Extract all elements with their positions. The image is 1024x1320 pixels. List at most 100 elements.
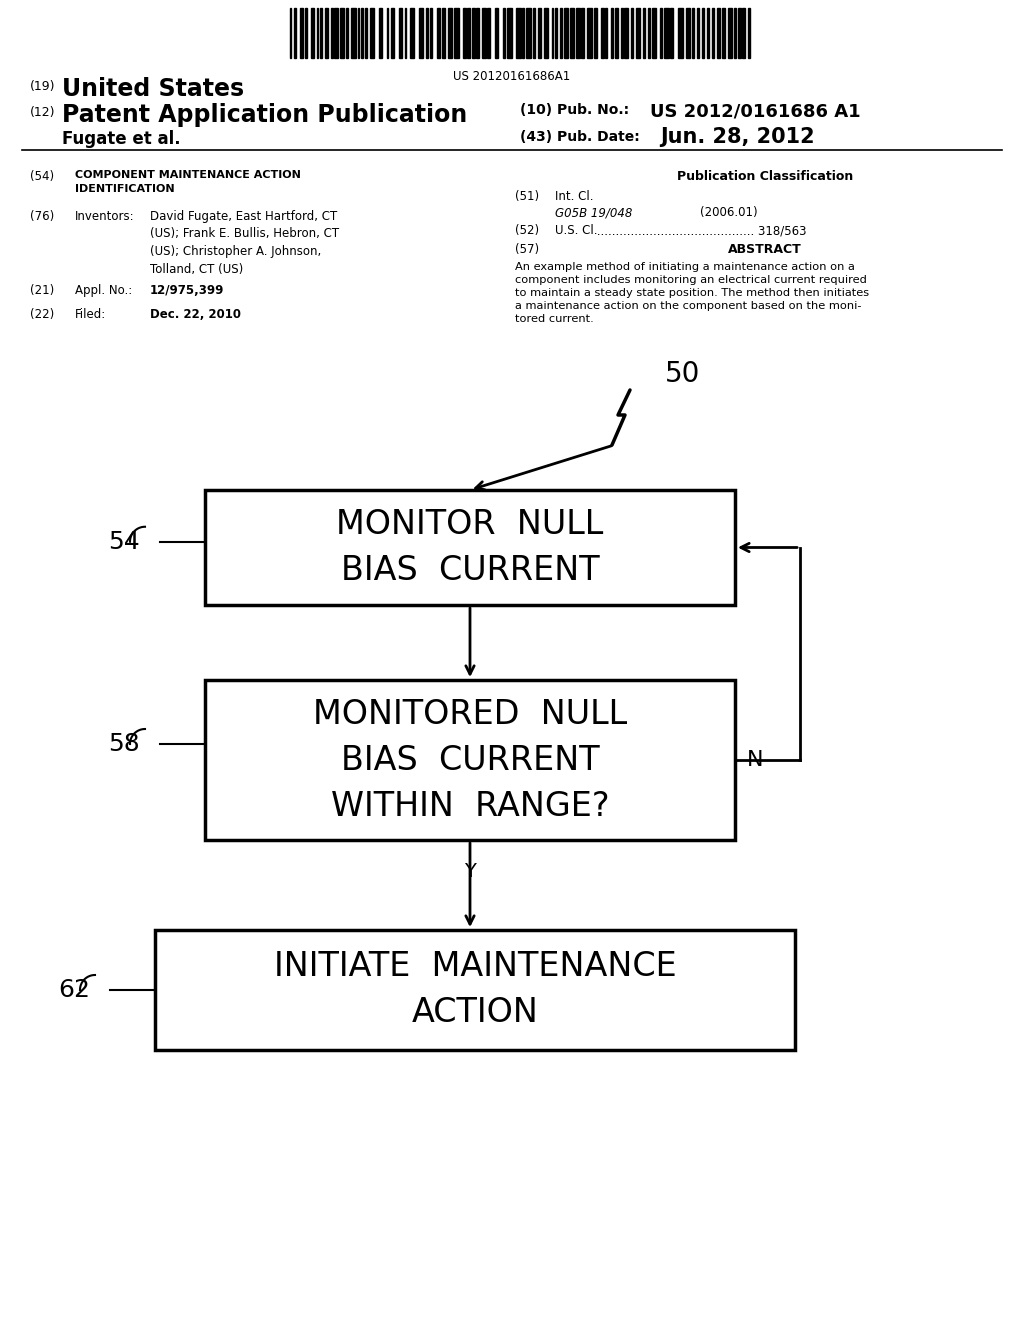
- Bar: [648, 8, 650, 58]
- Text: N: N: [746, 750, 764, 770]
- Bar: [467, 8, 470, 58]
- Bar: [678, 8, 683, 58]
- Bar: [205, 490, 735, 605]
- Bar: [707, 8, 709, 58]
- Bar: [370, 8, 374, 58]
- Bar: [748, 8, 750, 58]
- Bar: [366, 8, 367, 58]
- Bar: [534, 8, 535, 58]
- Bar: [587, 8, 592, 58]
- Text: tored current.: tored current.: [515, 314, 594, 323]
- Text: (57): (57): [515, 243, 539, 256]
- Text: Appl. No.:: Appl. No.:: [75, 284, 132, 297]
- Bar: [361, 8, 364, 58]
- Bar: [516, 8, 521, 58]
- Bar: [155, 931, 795, 1049]
- Bar: [317, 8, 318, 58]
- Text: MONITOR  NULL
BIAS  CURRENT: MONITOR NULL BIAS CURRENT: [336, 508, 603, 587]
- Bar: [728, 8, 732, 58]
- Text: US 2012/0161686 A1: US 2012/0161686 A1: [650, 103, 860, 121]
- Bar: [660, 8, 662, 58]
- Bar: [560, 8, 562, 58]
- Text: Publication Classification: Publication Classification: [677, 170, 853, 183]
- Text: (10) Pub. No.:: (10) Pub. No.:: [520, 103, 629, 117]
- Text: component includes monitoring an electrical current required: component includes monitoring an electri…: [515, 275, 867, 285]
- Bar: [552, 8, 553, 58]
- Text: a maintenance action on the component based on the moni-: a maintenance action on the component ba…: [515, 301, 861, 312]
- Bar: [555, 8, 557, 58]
- Bar: [305, 8, 307, 58]
- Bar: [454, 8, 459, 58]
- Bar: [205, 680, 735, 840]
- Bar: [447, 8, 452, 58]
- Bar: [582, 8, 584, 58]
- Text: (54): (54): [30, 170, 54, 183]
- Bar: [404, 8, 407, 58]
- Bar: [636, 8, 640, 58]
- Bar: [575, 8, 580, 58]
- Bar: [321, 8, 323, 58]
- Bar: [522, 8, 523, 58]
- Bar: [326, 8, 329, 58]
- Bar: [399, 8, 401, 58]
- Text: (19): (19): [30, 81, 55, 92]
- Bar: [621, 8, 623, 58]
- Bar: [441, 8, 444, 58]
- Bar: [601, 8, 604, 58]
- Bar: [430, 8, 432, 58]
- Text: (43) Pub. Date:: (43) Pub. Date:: [520, 129, 640, 144]
- Bar: [358, 8, 359, 58]
- Bar: [311, 8, 314, 58]
- Text: (12): (12): [30, 106, 55, 119]
- Bar: [420, 8, 423, 58]
- Text: 50: 50: [665, 360, 700, 388]
- Bar: [481, 8, 485, 58]
- Text: (21): (21): [30, 284, 54, 297]
- Text: Y: Y: [464, 862, 476, 880]
- Bar: [331, 8, 333, 58]
- Bar: [738, 8, 740, 58]
- Bar: [733, 8, 735, 58]
- Bar: [605, 8, 607, 58]
- Bar: [463, 8, 466, 58]
- Text: Int. Cl.: Int. Cl.: [555, 190, 594, 203]
- Bar: [631, 8, 633, 58]
- Bar: [722, 8, 725, 58]
- Bar: [625, 8, 628, 58]
- Text: Patent Application Publication: Patent Application Publication: [62, 103, 467, 127]
- Text: to maintain a steady state position. The method then initiates: to maintain a steady state position. The…: [515, 288, 869, 298]
- Text: (51): (51): [515, 190, 539, 203]
- Bar: [426, 8, 428, 58]
- Text: Jun. 28, 2012: Jun. 28, 2012: [660, 127, 815, 147]
- Text: (76): (76): [30, 210, 54, 223]
- Bar: [411, 8, 415, 58]
- Bar: [476, 8, 479, 58]
- Text: 62: 62: [58, 978, 90, 1002]
- Text: An example method of initiating a maintenance action on a: An example method of initiating a mainte…: [515, 261, 855, 272]
- Bar: [686, 8, 690, 58]
- Text: Dec. 22, 2010: Dec. 22, 2010: [150, 308, 241, 321]
- Bar: [295, 8, 297, 58]
- Text: .......................................... 318/563: ........................................…: [593, 224, 807, 238]
- Bar: [496, 8, 498, 58]
- Bar: [346, 8, 348, 58]
- Text: Inventors:: Inventors:: [75, 210, 134, 223]
- Bar: [379, 8, 382, 58]
- Text: Fugate et al.: Fugate et al.: [62, 129, 180, 148]
- Text: 12/975,399: 12/975,399: [150, 284, 224, 297]
- Text: G05B 19/048: G05B 19/048: [555, 206, 633, 219]
- Bar: [340, 8, 344, 58]
- Text: (52): (52): [515, 224, 539, 238]
- Bar: [290, 8, 292, 58]
- Bar: [691, 8, 693, 58]
- Bar: [387, 8, 388, 58]
- Bar: [391, 8, 394, 58]
- Bar: [437, 8, 440, 58]
- Bar: [300, 8, 303, 58]
- Bar: [664, 8, 669, 58]
- Bar: [507, 8, 512, 58]
- Bar: [696, 8, 698, 58]
- Bar: [615, 8, 618, 58]
- Bar: [503, 8, 505, 58]
- Text: US 20120161686A1: US 20120161686A1: [454, 70, 570, 83]
